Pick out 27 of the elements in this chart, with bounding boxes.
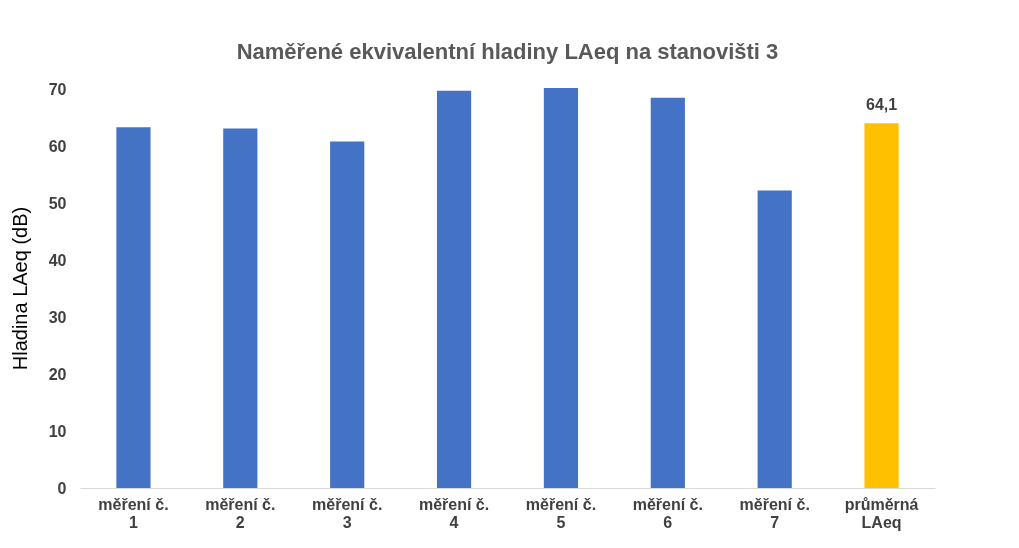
bar [330,141,365,488]
x-tick-label: měření č. 1 [98,495,169,531]
x-tick-label: měření č. 2 [205,495,276,531]
y-tick-label: 30 [48,308,67,326]
bar [543,88,579,488]
bar [650,97,685,488]
x-tick-label: měření č. 3 [312,495,383,531]
x-tick-label: měření č. 7 [739,495,810,531]
x-tick-label: průměrná LAeq [844,495,919,531]
bar [223,128,258,488]
y-tick-label: 40 [48,251,67,269]
bar [864,123,899,488]
y-tick-label: 20 [48,365,67,383]
bar [116,127,151,488]
y-tick-label: 60 [48,138,67,156]
y-tick-label: 10 [48,422,67,440]
y-axis-title: Hladina LAeq (dB) [8,206,31,371]
x-tick-label: měření č. 4 [418,495,490,531]
bar [757,190,792,488]
x-tick-label: měření č. 5 [525,495,597,531]
data-label: 64,1 [865,96,898,114]
x-tick-label: měření č. 6 [632,495,703,531]
y-tick-label: 70 [48,81,67,99]
y-tick-label: 50 [48,195,67,212]
bar [436,90,472,488]
chart-title: Naměřené ekvivalentní hladiny LAeq na stanovišti 3 [236,38,779,64]
y-tick-label: 0 [57,479,67,497]
